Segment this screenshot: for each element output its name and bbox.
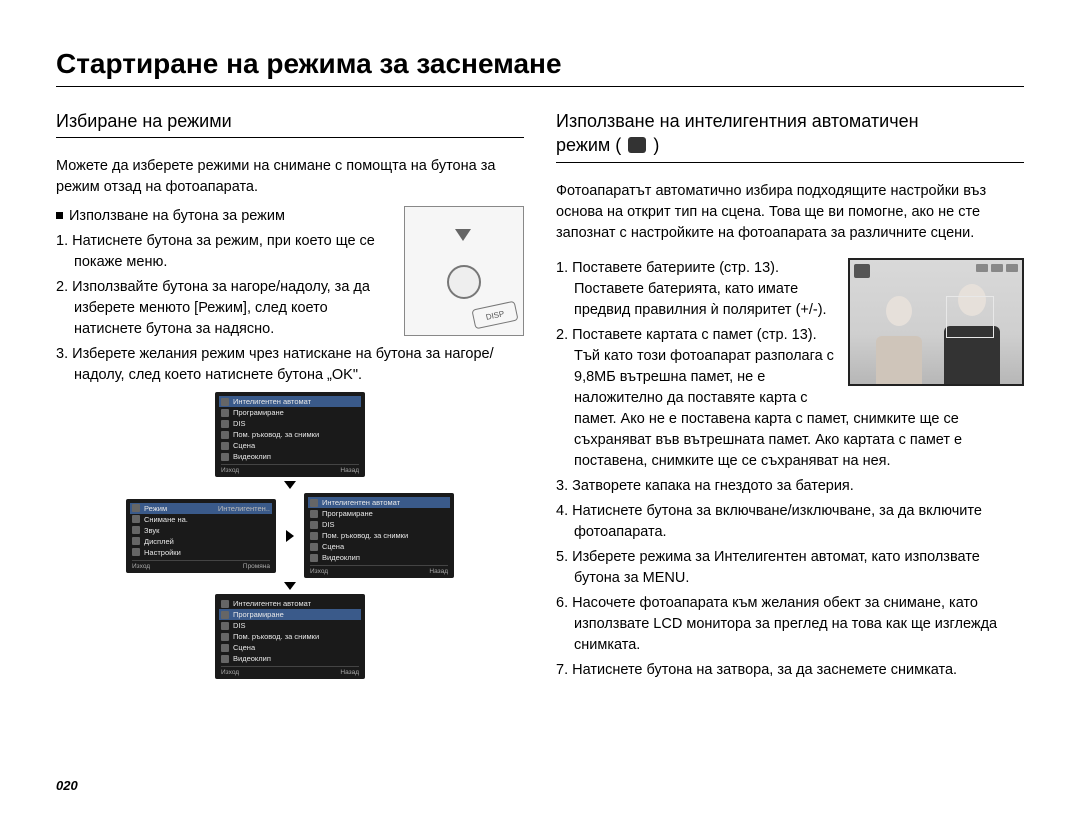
menu-item-label: DIS [233, 419, 246, 428]
menu-item-label: Видеоклип [322, 553, 360, 562]
menu-item-icon [310, 543, 318, 551]
menu-item-label: Интелигентен автомат [233, 599, 311, 608]
menu-item-label: Настройки [144, 548, 181, 557]
list-item: Насочете фотоапарата към желания обект з… [556, 593, 1024, 656]
menu-screenshot-1: Интелигентен автомат Програмиране DIS По… [215, 392, 365, 477]
menu-item-label: Програмиране [233, 408, 284, 417]
menu-item-icon [221, 420, 229, 428]
right-intro: Фотоапаратът автоматично избира подходящ… [556, 181, 1024, 244]
menu-item-label: Сцена [233, 441, 255, 450]
menu-footer-right: Назад [340, 467, 359, 474]
menu-item-icon [221, 622, 229, 630]
menu-item-icon [132, 515, 140, 523]
menu-item-icon [132, 537, 140, 545]
left-heading: Избиране на режими [56, 109, 524, 138]
menu-item-label: DIS [322, 520, 335, 529]
menu-item-icon [221, 633, 229, 641]
menu-item-icon [221, 453, 229, 461]
menu-item-icon [310, 554, 318, 562]
menu-footer-left: Изход [310, 568, 328, 575]
status-icons [976, 264, 1018, 272]
menu-screenshot-4: Интелигентен автомат Програмиране DIS По… [215, 594, 365, 679]
left-column: Избиране на режими Можете да изберете ре… [56, 109, 524, 685]
camera-back-diagram: DISP [404, 206, 524, 336]
menu-screenshot-2: Режим Интелигентен.. Снимане на. Звук Дис… [126, 499, 276, 573]
menu-item-icon [132, 526, 140, 534]
right-column: Използване на интелигентния автоматичен … [556, 109, 1024, 685]
menu-item-icon [221, 442, 229, 450]
content-columns: Избиране на режими Можете да изберете ре… [56, 109, 1024, 685]
heading-line-3: ) [653, 135, 659, 155]
menu-item-label: Пом. ръковод. за снимки [233, 632, 319, 641]
person-head-shape [886, 296, 912, 326]
page-title: Стартиране на режима за заснемане [56, 48, 1024, 87]
menu-item-value: Интелигентен.. [218, 504, 270, 513]
menu-footer-left: Изход [221, 669, 239, 676]
person-body-shape [876, 336, 922, 384]
menu-footer-left: Изход [221, 467, 239, 474]
right-heading: Използване на интелигентния автоматичен … [556, 109, 1024, 163]
menu-item-icon [221, 600, 229, 608]
menu-footer-right: Назад [340, 669, 359, 676]
mode-dial-icon [447, 265, 481, 299]
list-item: Изберете режима за Интелигентен автомат,… [556, 547, 1024, 589]
menu-item-icon [310, 499, 318, 507]
mode-indicator-icon [854, 264, 870, 278]
menu-item-label: Звук [144, 526, 159, 535]
menu-footer-right: Назад [429, 568, 448, 575]
menu-item-label: Пом. ръковод. за снимки [322, 531, 408, 540]
list-item: Натиснете бутона за включване/изключване… [556, 501, 1024, 543]
chevron-right-icon [286, 530, 294, 542]
menu-item-icon [132, 548, 140, 556]
menu-item-icon [221, 409, 229, 417]
menu-item-icon [310, 521, 318, 529]
lcd-preview-illustration [848, 258, 1024, 386]
list-item: Изберете желания режим чрез натискане на… [56, 344, 524, 386]
menu-item-icon [221, 611, 229, 619]
menu-item-label: Видеоклип [233, 452, 271, 461]
menu-item-icon [221, 655, 229, 663]
list-item: Натиснете бутона на затвора, за да засне… [556, 660, 1024, 681]
menu-item-icon [221, 431, 229, 439]
menu-item-label: Снимане на. [144, 515, 188, 524]
list-item: Затворете капака на гнездото за батерия. [556, 476, 1024, 497]
menu-item-label: Пом. ръковод. за снимки [233, 430, 319, 439]
menu-row: Режим Интелигентен.. Снимане на. Звук Дис… [126, 493, 454, 578]
left-intro: Можете да изберете режими на снимане с п… [56, 156, 524, 198]
menu-item-label: Интелигентен автомат [322, 498, 400, 507]
bullet-text: Използване на бутона за режим [69, 208, 285, 224]
smart-auto-mode-icon [628, 137, 646, 153]
menu-item-label: Програмиране [233, 610, 284, 619]
face-detect-box [946, 296, 994, 338]
menu-item-label: Сцена [233, 643, 255, 652]
menu-item-label: Дисплей [144, 537, 174, 546]
chevron-down-icon [284, 481, 296, 489]
menu-item-icon [221, 644, 229, 652]
menu-item-label: Интелигентен автомат [233, 397, 311, 406]
menu-item-label: Програмиране [322, 509, 373, 518]
chevron-down-icon [284, 582, 296, 590]
menu-sequence: Интелигентен автомат Програмиране DIS По… [56, 392, 524, 679]
page-number: 020 [56, 778, 78, 793]
menu-item-icon [221, 398, 229, 406]
heading-line-2: режим ( [556, 135, 621, 155]
menu-item-label: Режим [144, 504, 167, 513]
menu-item-label: Видеоклип [233, 654, 271, 663]
menu-screenshot-3: Интелигентен автомат Програмиране DIS По… [304, 493, 454, 578]
menu-item-icon [132, 504, 140, 512]
heading-line-1: Използване на интелигентния автоматичен [556, 111, 919, 131]
menu-item-icon [310, 510, 318, 518]
menu-footer-right: Промяна [243, 563, 270, 570]
disp-button-icon: DISP [471, 301, 518, 330]
menu-item-label: Сцена [322, 542, 344, 551]
menu-item-label: DIS [233, 621, 246, 630]
menu-item-icon [310, 532, 318, 540]
menu-footer-left: Изход [132, 563, 150, 570]
arrow-down-icon [455, 229, 471, 241]
